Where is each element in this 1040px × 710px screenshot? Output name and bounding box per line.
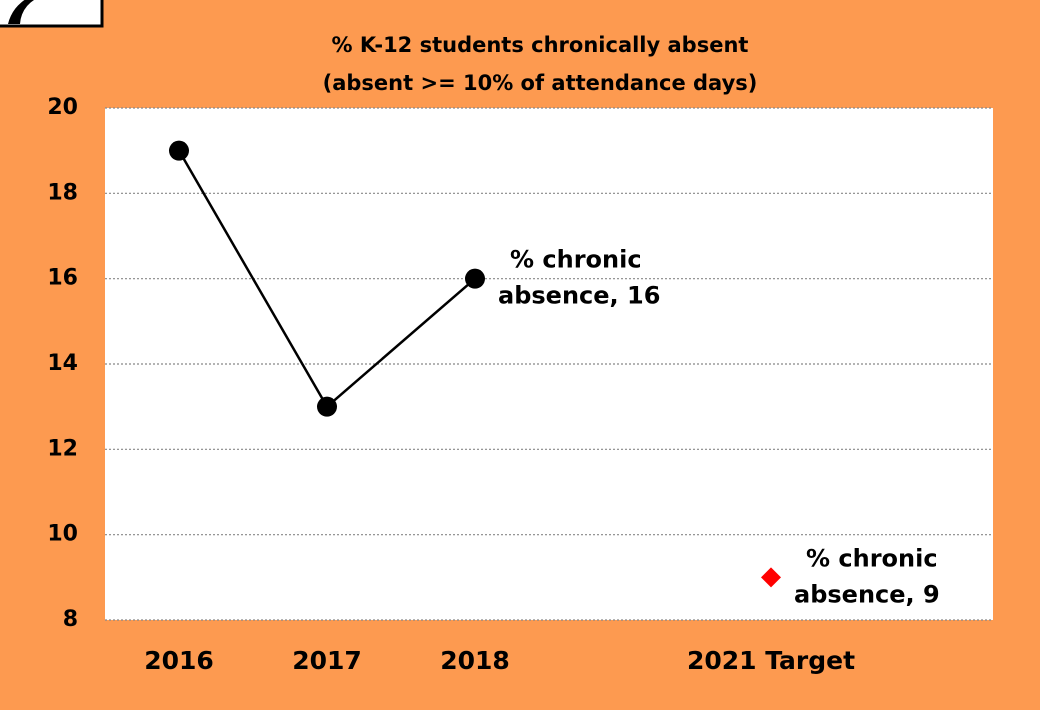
x-tick-label: 2017 [292,646,362,675]
y-tick-label: 10 [47,522,78,547]
x-tick-label: 2021 Target [687,646,855,675]
point-marker [317,396,337,417]
data-label: % chronic absence, 9 [794,544,940,608]
point-marker [169,140,189,161]
point-marker [761,567,781,588]
y-tick-label: 16 [47,266,78,291]
y-tick-label: 8 [63,607,78,632]
data-label: % chronic absence, 16 [498,246,660,310]
x-tick-label: 2016 [144,646,214,675]
chart-title: % K-12 students chronically absent [332,33,749,57]
y-tick-label: 18 [47,180,78,205]
logo-mark [8,0,35,24]
chart-subtitle: (absent >= 10% of attendance days) [323,71,758,95]
y-tick-label: 12 [47,436,78,461]
y-tick-label: 14 [47,351,78,376]
y-tick-label: 20 [47,95,78,120]
x-tick-label: 2018 [440,646,510,675]
point-marker [465,268,485,289]
